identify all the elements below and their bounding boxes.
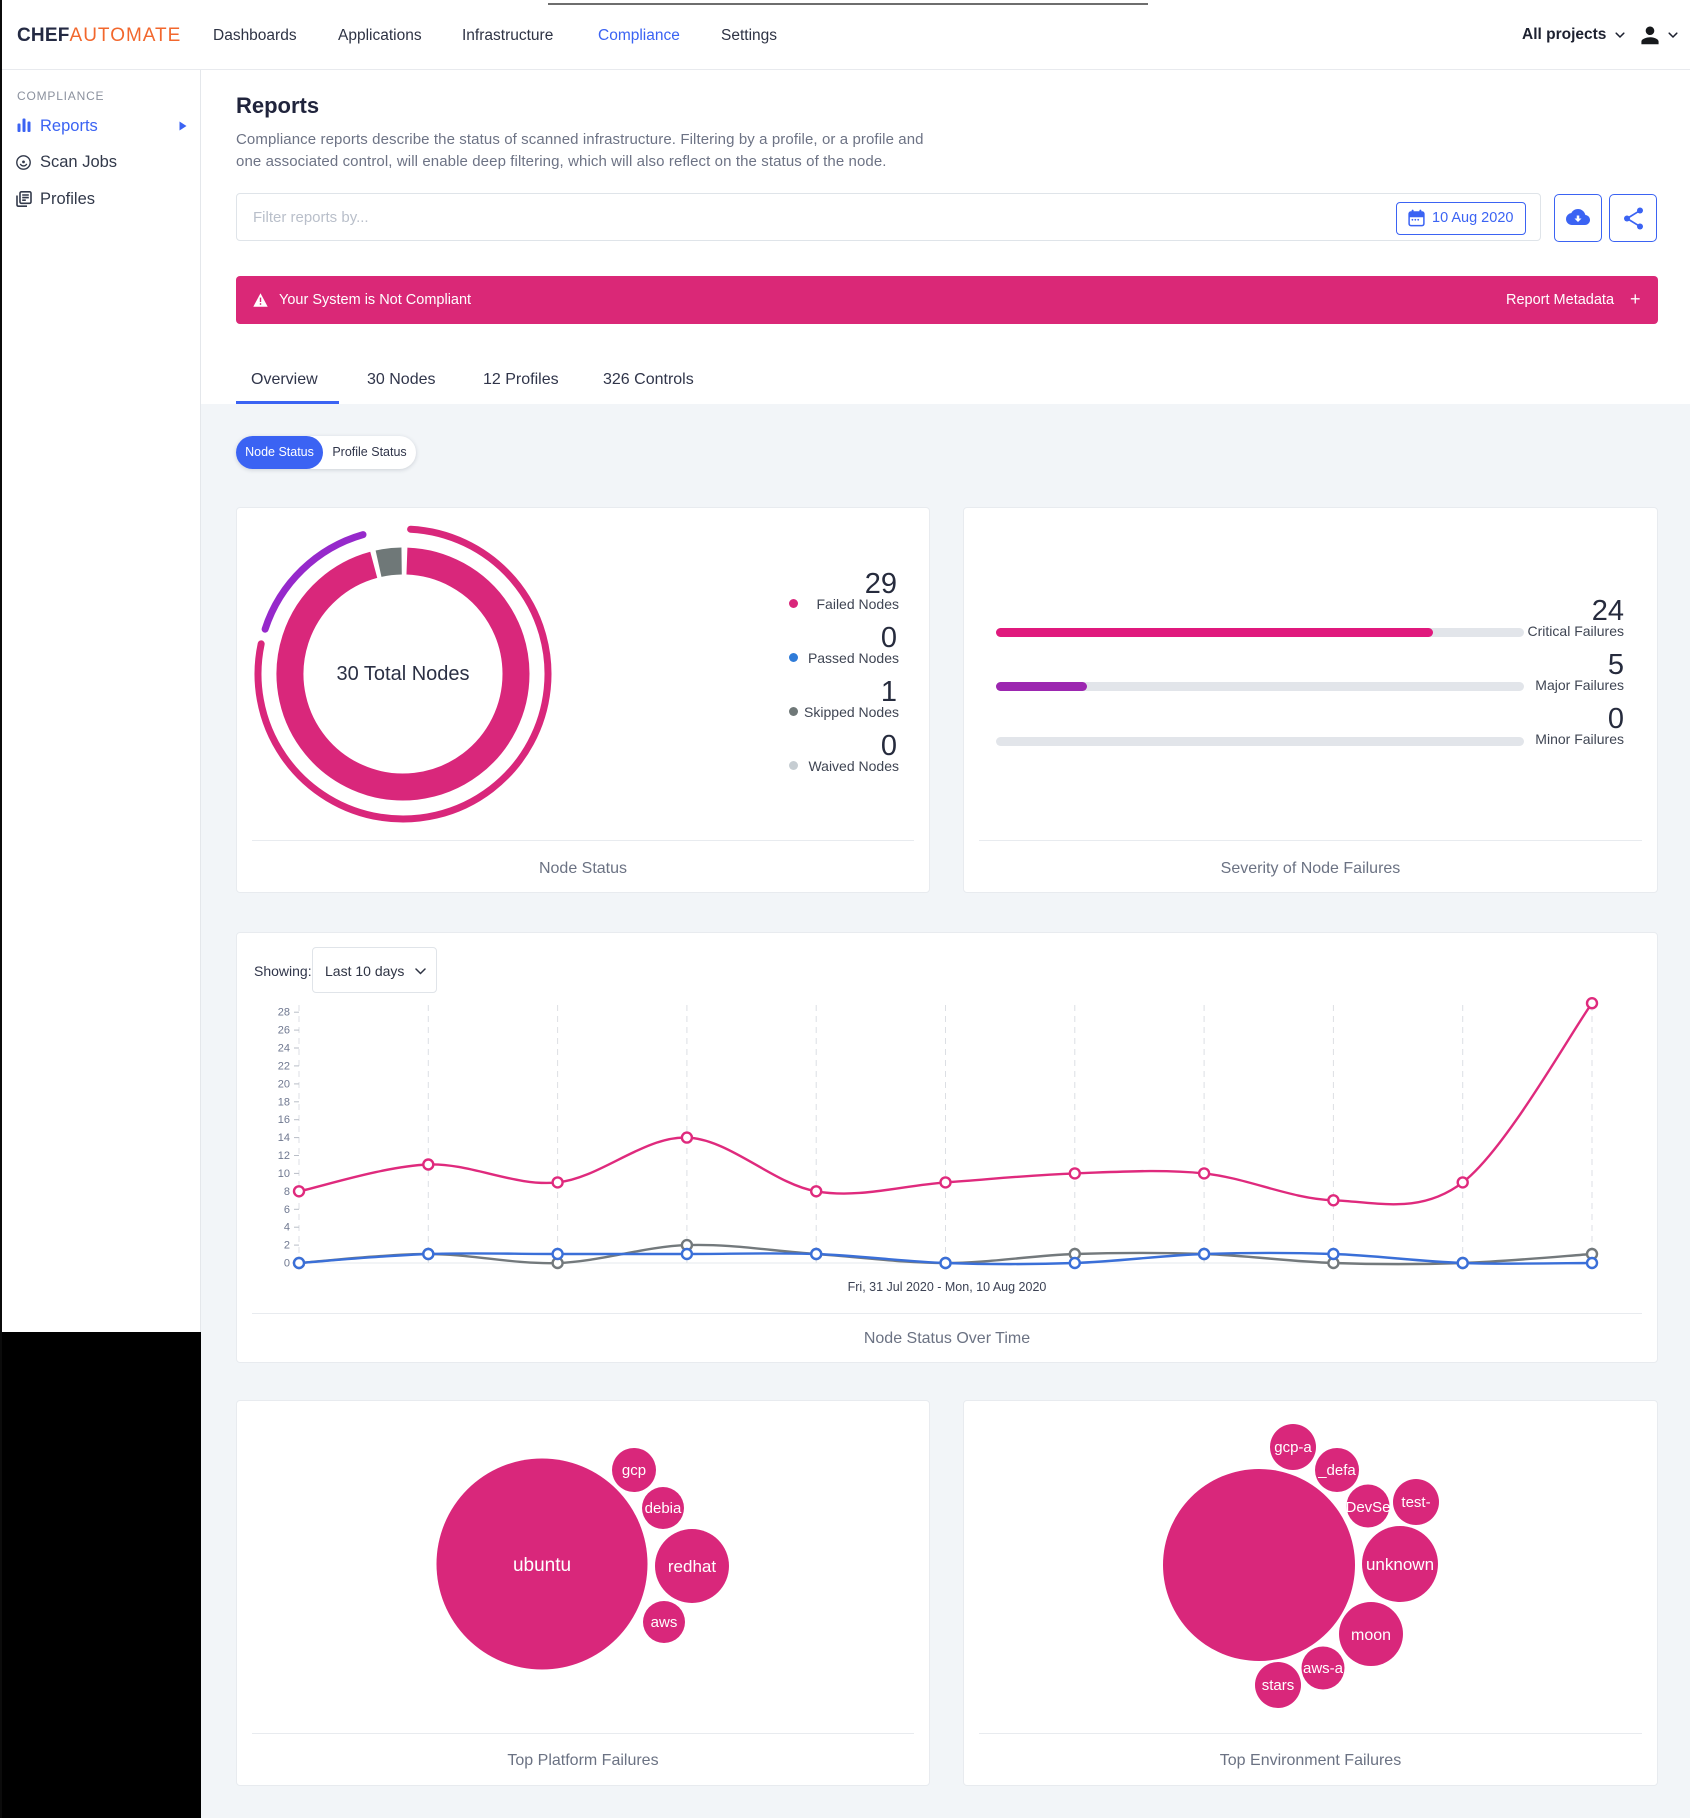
svg-text:redhat: redhat	[668, 1557, 716, 1576]
svg-text:test-: test-	[1401, 1494, 1430, 1511]
svg-text:20: 20	[278, 1078, 290, 1090]
svg-text:gcp: gcp	[622, 1462, 646, 1479]
svg-text:6: 6	[284, 1204, 290, 1216]
svg-text:14: 14	[278, 1132, 290, 1144]
svg-text:16: 16	[278, 1114, 290, 1126]
svg-text:stars: stars	[1262, 1677, 1295, 1694]
svg-text:ubuntu: ubuntu	[513, 1555, 571, 1576]
svg-text:22: 22	[278, 1060, 290, 1072]
svg-text:0: 0	[284, 1258, 290, 1270]
svg-text:28: 28	[278, 1007, 290, 1019]
svg-text:debia: debia	[645, 1500, 682, 1517]
svg-text:10: 10	[278, 1168, 290, 1180]
svg-text:26: 26	[278, 1025, 290, 1037]
svg-text:aws: aws	[651, 1614, 678, 1631]
svg-text:moon: moon	[1351, 1627, 1391, 1644]
svg-text:aws-a: aws-a	[1303, 1660, 1344, 1677]
svg-text:gcp-a: gcp-a	[1274, 1439, 1312, 1456]
svg-text:8: 8	[284, 1186, 290, 1198]
svg-text:unknown: unknown	[1366, 1555, 1434, 1574]
svg-text:24: 24	[278, 1043, 290, 1055]
svg-text:12: 12	[278, 1150, 290, 1162]
svg-text:18: 18	[278, 1096, 290, 1108]
svg-text:DevSe: DevSe	[1345, 1499, 1390, 1516]
svg-text:2: 2	[284, 1240, 290, 1252]
svg-text:4: 4	[284, 1222, 290, 1234]
svg-text:_defa: _defa	[1317, 1462, 1356, 1479]
